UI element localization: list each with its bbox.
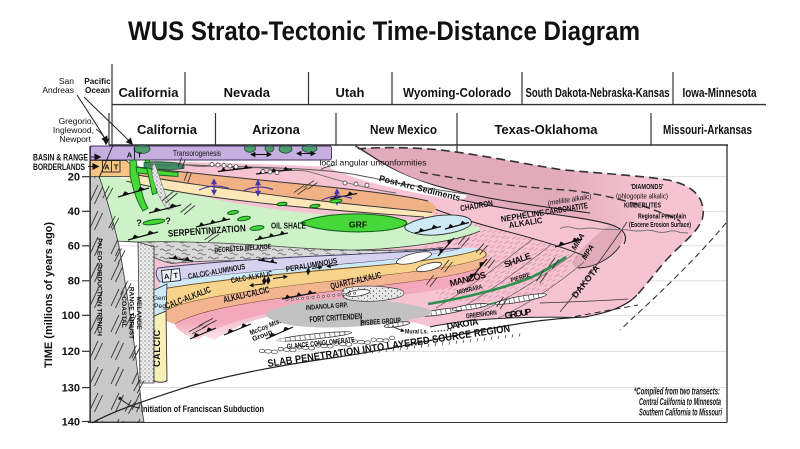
header-row2-missouri-arkansas: Missouri-Arkansas <box>663 122 752 137</box>
tick-label-3: 80 <box>68 276 80 288</box>
time-axis-label: TIME (millions of years ago) <box>43 222 55 368</box>
mma-band <box>572 224 623 268</box>
paleo-trench-label: PALEO-SUBDUCTION TRENCH <box>96 238 103 336</box>
oil-shale-label: OIL SHALE <box>271 221 306 231</box>
peneplain-label-2: (Eocene Erosion Surface) <box>629 222 691 229</box>
page-title: WUS Strato-Tectonic Time-Distance Diagra… <box>128 16 640 46</box>
header-row2-texas-oklahoma: Texas-Oklahoma <box>494 122 598 137</box>
tick-label-0: 20 <box>68 172 80 184</box>
at-orange-a: A <box>104 163 110 172</box>
serpentinization-label: SERPENTINIZATION <box>168 223 247 239</box>
pacific-ocean-label-1: Pacific <box>84 77 111 86</box>
basin-range-label: BASIN & RANGE <box>33 153 88 163</box>
franciscan-label: Initiation of Franciscan Subduction <box>141 404 264 415</box>
tick-label-6: 130 <box>62 382 80 394</box>
header-row1-wyoming-colorado: Wyoming-Colorado <box>403 85 511 100</box>
note-line-1: *Compiled from two transects: <box>634 387 720 398</box>
borderlands-label: BORDERLANDS <box>33 162 85 172</box>
header-row1-california: California <box>119 85 180 100</box>
fort-crittenden-label: FORT CRITTENDEN <box>309 311 363 325</box>
question-2: ? <box>165 216 171 226</box>
at-orange-t: T <box>114 163 119 172</box>
bisbee-label: BISBEE GROUP <box>361 316 402 328</box>
gem-pocket <box>153 283 168 317</box>
header-row2-arizona: Arizona <box>252 122 300 137</box>
phlogopite-label: (phlogopite alkalic) <box>616 192 668 201</box>
header-row2-new-mexico: New Mexico <box>370 122 437 137</box>
at-box-lavender <box>160 268 182 283</box>
cream-band <box>126 173 434 218</box>
calcic-label: CALCIC <box>152 329 162 367</box>
slab-line <box>91 316 575 424</box>
white-wedge <box>330 147 467 200</box>
header-row1-utah: Utah <box>336 85 365 100</box>
header-row1-iowa-minnesota: Iowa-Minnesota <box>683 85 758 100</box>
orange-band <box>126 165 437 213</box>
at-lavender-a: A <box>164 272 171 282</box>
at-purple-a: A <box>127 151 133 160</box>
question-1: ? <box>136 218 142 228</box>
mccoy-band <box>175 268 485 340</box>
gregorio-label-3: Newport <box>59 134 91 144</box>
gray-mass <box>266 298 432 328</box>
header-rows <box>108 64 766 152</box>
at-lavender-t: T <box>173 271 179 280</box>
projection-dash <box>619 222 727 331</box>
san-andreas-label-2: Andreas <box>42 85 74 95</box>
indanola-label: INDANOLA GRP. <box>306 302 348 312</box>
header-row1-nevada: Nevada <box>224 85 271 100</box>
kimberlites-label: KIMBERLITES <box>624 201 661 210</box>
tick-label-5: 120 <box>62 346 80 358</box>
greenhorn-label: GREENHORN <box>466 310 498 321</box>
diagram-geology <box>90 144 727 424</box>
tick-label-1: 40 <box>68 206 80 218</box>
gregorio-label-1: Gregorio, <box>59 116 94 126</box>
coastal-label-3: MELANGE <box>135 297 142 331</box>
decreted-melange-label: DECRETED MELANGE <box>214 244 272 255</box>
peneplain-label-1: Regional Peneplain <box>638 214 686 221</box>
salmon-band <box>160 258 487 324</box>
header-row1-sd-ne-ks: South Dakota-Nebraska-Kansas <box>526 85 670 100</box>
local-unconformities-label: local angular unconformities <box>319 158 426 168</box>
tick-labels: 20 40 60 80 100 120 130 140 <box>62 172 80 429</box>
coastal-label-2: RANGE THRUST <box>128 287 135 339</box>
gem-label-2: Peg <box>154 303 166 310</box>
pacific-ocean-label-2: Ocean <box>85 86 110 95</box>
note-line-2: Central California to Minnesota <box>639 397 721 408</box>
tick-label-2: 60 <box>68 241 80 253</box>
group-flat-label: GROUP <box>504 306 532 320</box>
note-line-3: Southern California to Missouri <box>639 408 722 419</box>
annotation-arrows <box>76 94 133 170</box>
tick-label-4: 100 <box>62 310 80 322</box>
gem-label-1: Gem <box>153 295 168 302</box>
tick-label-7: 140 <box>62 416 80 428</box>
grf-label: GRF <box>349 220 367 230</box>
gregorio-label-2: Inglewood, <box>53 125 94 135</box>
header-row2-california: California <box>137 122 198 137</box>
mural-label: Mural Ls. <box>405 329 428 336</box>
calcic-column <box>153 310 168 383</box>
diamonds-label: 'DIAMONDS' <box>631 182 664 191</box>
at-purple-t: T <box>137 151 142 160</box>
purple-band <box>90 144 332 161</box>
coastal-label-1: COASTAL <box>120 296 127 327</box>
transorogenesis-label: Transorogenesis <box>173 149 221 158</box>
san-andreas-label-1: San <box>59 76 74 86</box>
dusky-lobe <box>357 147 647 228</box>
